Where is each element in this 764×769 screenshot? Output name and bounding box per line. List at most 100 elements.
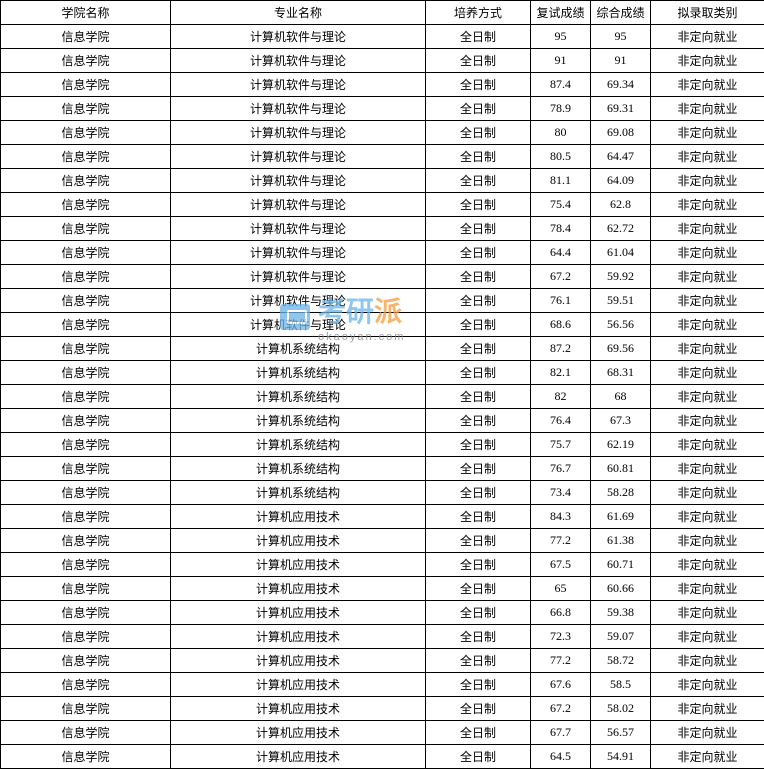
cell-college: 信息学院 xyxy=(1,337,171,361)
table-body: 信息学院计算机软件与理论全日制9595非定向就业信息学院计算机软件与理论全日制9… xyxy=(1,25,764,769)
table-row: 信息学院计算机系统结构全日制76.760.81非定向就业 xyxy=(1,457,764,481)
cell-score2: 59.38 xyxy=(591,601,651,625)
cell-college: 信息学院 xyxy=(1,721,171,745)
table-row: 信息学院计算机软件与理论全日制76.159.51非定向就业 xyxy=(1,289,764,313)
cell-score2: 68.31 xyxy=(591,361,651,385)
table-row: 信息学院计算机应用技术全日制66.859.38非定向就业 xyxy=(1,601,764,625)
cell-score1: 72.3 xyxy=(531,625,591,649)
table-row: 信息学院计算机软件与理论全日制8069.08非定向就业 xyxy=(1,121,764,145)
table-row: 信息学院计算机系统结构全日制8268非定向就业 xyxy=(1,385,764,409)
cell-college: 信息学院 xyxy=(1,217,171,241)
cell-mode: 全日制 xyxy=(426,649,531,673)
cell-major: 计算机应用技术 xyxy=(171,601,426,625)
cell-college: 信息学院 xyxy=(1,73,171,97)
cell-mode: 全日制 xyxy=(426,505,531,529)
cell-score2: 61.04 xyxy=(591,241,651,265)
cell-score2: 62.72 xyxy=(591,217,651,241)
cell-college: 信息学院 xyxy=(1,625,171,649)
cell-major: 计算机系统结构 xyxy=(171,433,426,457)
cell-mode: 全日制 xyxy=(426,529,531,553)
cell-category: 非定向就业 xyxy=(651,337,764,361)
cell-major: 计算机系统结构 xyxy=(171,409,426,433)
cell-category: 非定向就业 xyxy=(651,121,764,145)
table-row: 信息学院计算机应用技术全日制77.261.38非定向就业 xyxy=(1,529,764,553)
admission-table: 学院名称 专业名称 培养方式 复试成绩 综合成绩 拟录取类别 信息学院计算机软件… xyxy=(0,0,764,769)
cell-category: 非定向就业 xyxy=(651,25,764,49)
cell-mode: 全日制 xyxy=(426,601,531,625)
cell-score1: 82 xyxy=(531,385,591,409)
cell-mode: 全日制 xyxy=(426,49,531,73)
cell-major: 计算机系统结构 xyxy=(171,481,426,505)
cell-mode: 全日制 xyxy=(426,169,531,193)
cell-score1: 80.5 xyxy=(531,145,591,169)
table-row: 信息学院计算机应用技术全日制72.359.07非定向就业 xyxy=(1,625,764,649)
cell-college: 信息学院 xyxy=(1,481,171,505)
cell-mode: 全日制 xyxy=(426,481,531,505)
table-header-row: 学院名称 专业名称 培养方式 复试成绩 综合成绩 拟录取类别 xyxy=(1,1,764,25)
cell-score1: 77.2 xyxy=(531,649,591,673)
cell-category: 非定向就业 xyxy=(651,409,764,433)
cell-category: 非定向就业 xyxy=(651,673,764,697)
cell-mode: 全日制 xyxy=(426,673,531,697)
cell-category: 非定向就业 xyxy=(651,241,764,265)
cell-category: 非定向就业 xyxy=(651,577,764,601)
cell-mode: 全日制 xyxy=(426,289,531,313)
table-row: 信息学院计算机软件与理论全日制87.469.34非定向就业 xyxy=(1,73,764,97)
cell-score2: 58.28 xyxy=(591,481,651,505)
cell-college: 信息学院 xyxy=(1,49,171,73)
cell-college: 信息学院 xyxy=(1,313,171,337)
table-row: 信息学院计算机软件与理论全日制78.462.72非定向就业 xyxy=(1,217,764,241)
cell-category: 非定向就业 xyxy=(651,721,764,745)
cell-mode: 全日制 xyxy=(426,625,531,649)
header-score1: 复试成绩 xyxy=(531,1,591,25)
cell-score2: 61.38 xyxy=(591,529,651,553)
header-mode: 培养方式 xyxy=(426,1,531,25)
cell-college: 信息学院 xyxy=(1,97,171,121)
cell-score2: 69.08 xyxy=(591,121,651,145)
cell-category: 非定向就业 xyxy=(651,649,764,673)
cell-score1: 78.9 xyxy=(531,97,591,121)
cell-major: 计算机软件与理论 xyxy=(171,169,426,193)
cell-college: 信息学院 xyxy=(1,457,171,481)
cell-score1: 76.7 xyxy=(531,457,591,481)
cell-score2: 60.81 xyxy=(591,457,651,481)
cell-score1: 73.4 xyxy=(531,481,591,505)
header-category: 拟录取类别 xyxy=(651,1,764,25)
cell-category: 非定向就业 xyxy=(651,313,764,337)
table-row: 信息学院计算机软件与理论全日制81.164.09非定向就业 xyxy=(1,169,764,193)
cell-mode: 全日制 xyxy=(426,697,531,721)
cell-category: 非定向就业 xyxy=(651,553,764,577)
cell-category: 非定向就业 xyxy=(651,193,764,217)
cell-major: 计算机系统结构 xyxy=(171,337,426,361)
cell-score1: 91 xyxy=(531,49,591,73)
cell-category: 非定向就业 xyxy=(651,505,764,529)
table-row: 信息学院计算机应用技术全日制67.258.02非定向就业 xyxy=(1,697,764,721)
table-row: 信息学院计算机系统结构全日制73.458.28非定向就业 xyxy=(1,481,764,505)
cell-category: 非定向就业 xyxy=(651,385,764,409)
cell-college: 信息学院 xyxy=(1,385,171,409)
cell-score1: 95 xyxy=(531,25,591,49)
cell-college: 信息学院 xyxy=(1,745,171,769)
cell-score1: 64.5 xyxy=(531,745,591,769)
cell-score1: 87.4 xyxy=(531,73,591,97)
cell-college: 信息学院 xyxy=(1,265,171,289)
table-row: 信息学院计算机应用技术全日制6560.66非定向就业 xyxy=(1,577,764,601)
cell-major: 计算机软件与理论 xyxy=(171,73,426,97)
cell-mode: 全日制 xyxy=(426,217,531,241)
cell-major: 计算机软件与理论 xyxy=(171,289,426,313)
cell-college: 信息学院 xyxy=(1,601,171,625)
cell-mode: 全日制 xyxy=(426,577,531,601)
cell-mode: 全日制 xyxy=(426,457,531,481)
cell-major: 计算机应用技术 xyxy=(171,649,426,673)
cell-score2: 56.57 xyxy=(591,721,651,745)
cell-mode: 全日制 xyxy=(426,25,531,49)
cell-mode: 全日制 xyxy=(426,409,531,433)
cell-major: 计算机系统结构 xyxy=(171,385,426,409)
cell-major: 计算机软件与理论 xyxy=(171,121,426,145)
cell-mode: 全日制 xyxy=(426,97,531,121)
cell-score2: 95 xyxy=(591,25,651,49)
cell-college: 信息学院 xyxy=(1,553,171,577)
cell-mode: 全日制 xyxy=(426,721,531,745)
cell-mode: 全日制 xyxy=(426,745,531,769)
cell-major: 计算机应用技术 xyxy=(171,553,426,577)
